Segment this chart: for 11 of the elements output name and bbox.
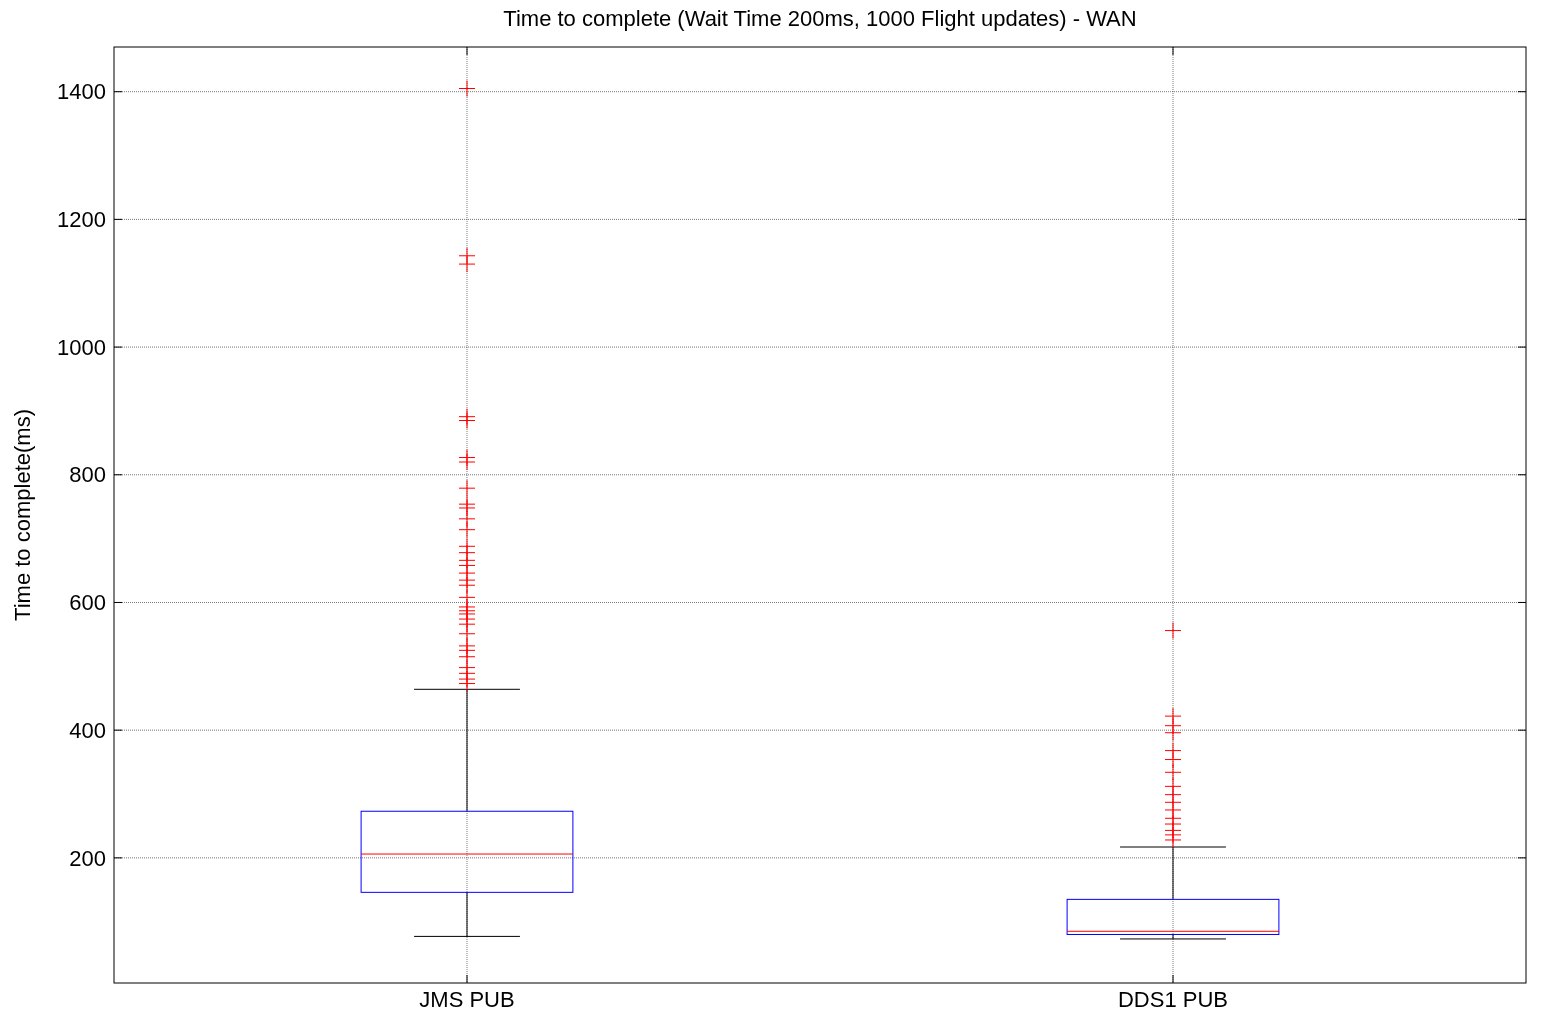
x-tick-label: JMS PUB [419, 987, 515, 1012]
y-tick-label: 400 [69, 717, 106, 743]
chart-title: Time to complete (Wait Time 200ms, 1000 Flight updates) - WAN [503, 6, 1137, 31]
y-axis-title: Time to complete(ms) [10, 409, 35, 621]
y-tick-label: 200 [69, 845, 106, 871]
y-tick-label: 1000 [57, 334, 106, 360]
x-tick-label: DDS1 PUB [1117, 987, 1229, 1012]
y-tick-label: 800 [69, 462, 106, 488]
y-tick-label: 1200 [57, 207, 106, 233]
y-tick-label: 1400 [57, 79, 106, 105]
y-tick-label: 600 [69, 590, 106, 616]
